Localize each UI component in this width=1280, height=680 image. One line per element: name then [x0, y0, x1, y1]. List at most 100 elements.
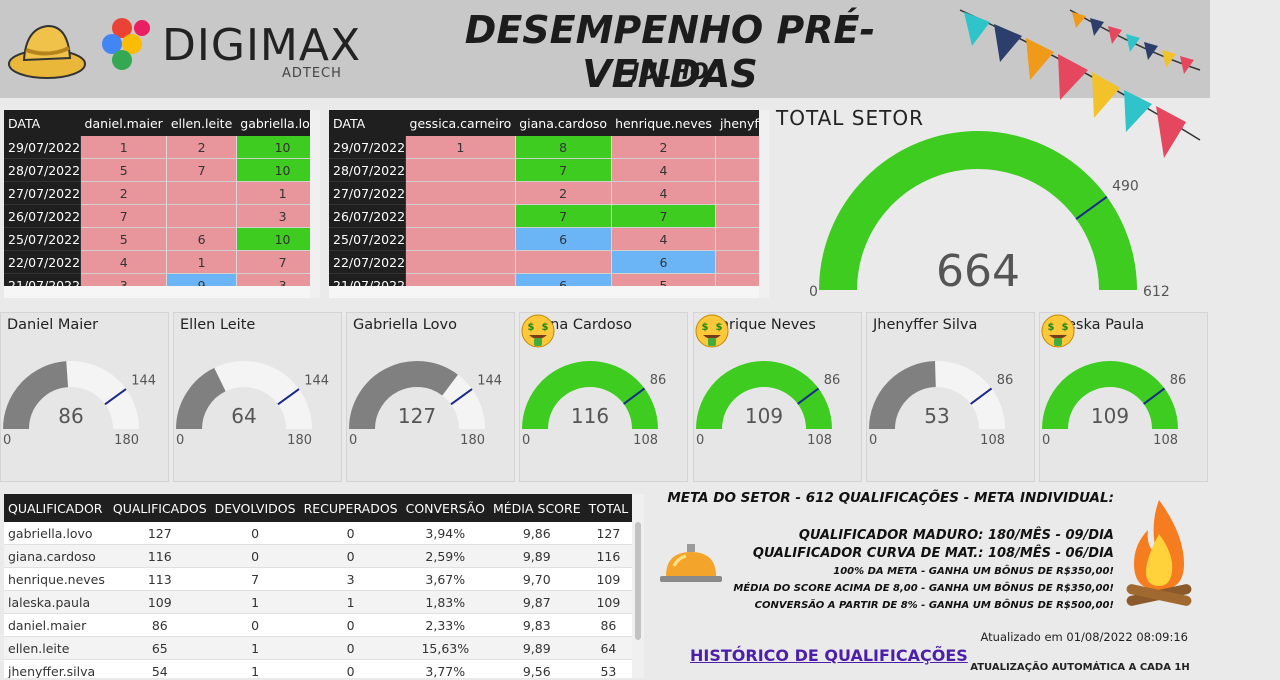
qual-header-5[interactable]: MÉDIA SCORE	[488, 494, 585, 522]
gauge-gabriella-lovo-value-label: 127	[398, 404, 436, 428]
column-header-henrique-neves[interactable]: henrique.neves	[615, 115, 712, 131]
table-cell: 5	[80, 158, 168, 182]
updated-timestamp: Atualizado em 01/08/2022 08:09:16	[980, 630, 1189, 644]
table-cell: 3	[715, 227, 769, 251]
gauge-henrique-neves-value-arc	[696, 361, 832, 430]
table-cell	[405, 250, 516, 274]
qual-header-1[interactable]: QUALIFICADOS	[108, 494, 211, 522]
qual-cell: 116	[584, 544, 633, 568]
qual-cell: 2,33%	[401, 613, 489, 637]
table-cell: 7	[80, 204, 168, 228]
table-cell	[166, 204, 237, 228]
gauge-jhenyffer-silva-value-arc	[869, 361, 937, 430]
gauge-gabriella-lovo-min-label: 0	[349, 433, 357, 448]
qual-cell: 1	[210, 659, 300, 678]
gauge-card-henrique-neves: Henrique Neves 109 0 108 86 $ $	[693, 312, 862, 482]
qual-cell: henrique.neves	[4, 567, 109, 591]
table-row: 29/07/2022 1 2 10	[4, 136, 320, 159]
table-cell: 2	[166, 136, 237, 159]
daily-table-1-grid: DATA daniel.maier ellen.leite gabriella.lov…	[4, 110, 320, 297]
table-row: 22/07/2022 4 1 7	[4, 250, 320, 274]
gauge-henrique-neves-min-label: 0	[696, 433, 704, 448]
column-header-gabriella-lovo[interactable]: gabriella.lovo	[240, 115, 320, 131]
gauge-daniel-maier-max-label: 180	[114, 433, 139, 448]
total-title: TOTAL SETOR	[776, 106, 924, 130]
gauge-giana-cardoso-max-label: 108	[633, 433, 658, 448]
svg-text:$: $	[528, 322, 535, 333]
gauge-henrique-neves-target-line	[797, 387, 820, 405]
table-cell: 2	[611, 136, 717, 159]
qual-cell: 127	[584, 522, 633, 545]
history-link[interactable]: HISTÓRICO DE QUALIFICAÇÕES	[690, 646, 968, 665]
daily-table-1: DATA daniel.maier ellen.leite gabriella.lov…	[4, 110, 320, 298]
gauge-giana-cardoso: 116 0 108 86	[522, 361, 666, 448]
qual-header-6[interactable]: TOTAL	[584, 494, 633, 522]
gauge-laleska-paula-target-line	[1143, 387, 1166, 405]
table-cell	[405, 158, 516, 182]
column-header-jhenyffer-silva[interactable]: jhenyffer.silva	[719, 115, 769, 131]
table-row: 25/07/2022 5 6 10	[4, 227, 320, 251]
table-cell: 1	[166, 250, 237, 274]
table-1-scrollbar[interactable]	[310, 110, 320, 298]
qual-cell: 0	[299, 613, 402, 637]
table-cell: 2	[515, 181, 612, 205]
money-face-emoji-icon: $ $	[1041, 314, 1075, 348]
table-cell: 8	[515, 136, 612, 159]
qual-cell: 9,86	[488, 522, 585, 545]
gauge-jhenyffer-silva: 53 0 108 86	[869, 361, 1013, 448]
qual-cell: 15,63%	[401, 636, 489, 660]
gauge-card-name: Gabriella Lovo	[353, 317, 457, 333]
column-header-daniel-maier[interactable]: daniel.maier	[84, 115, 163, 131]
table-2-scrollbar[interactable]	[759, 110, 769, 298]
column-header-ellen-leite[interactable]: ellen.leite	[170, 115, 233, 131]
qual-cell: 0	[299, 544, 402, 568]
straw-hat-icon	[8, 24, 86, 79]
table-row: jhenyffer.silva 54 1 0 3,77% 9,56 53	[4, 659, 633, 678]
qual-cell: 54	[108, 659, 211, 678]
table-row: laleska.paula 109 1 1 1,83% 9,87 109	[4, 590, 633, 614]
qual-cell: 109	[108, 590, 211, 614]
table-2-hscrollbar[interactable]	[329, 286, 759, 298]
table-cell	[405, 227, 516, 251]
qual-header-0[interactable]: QUALIFICADOR	[4, 494, 109, 522]
qual-cell: 65	[108, 636, 211, 660]
column-header-date[interactable]: DATA	[8, 115, 41, 131]
qual-cell: 1,83%	[401, 590, 489, 614]
money-face-emoji-icon: $ $	[521, 314, 555, 348]
table-1-hscrollbar[interactable]	[4, 286, 310, 298]
qual-header-3[interactable]: RECUPERADOS	[299, 494, 402, 522]
table-cell: 1	[236, 181, 320, 205]
qualifiers-scrollbar[interactable]	[632, 494, 644, 678]
qual-cell: daniel.maier	[4, 613, 109, 637]
column-header-giana-cardoso[interactable]: giana.cardoso	[519, 115, 608, 131]
table-cell: 4	[611, 227, 717, 251]
column-header-gessica-carneiro[interactable]: gessica.carneiro	[409, 115, 512, 131]
table-row: 28/07/2022743	[329, 158, 769, 182]
qualifiers-scroll-thumb[interactable]	[635, 522, 641, 640]
campfire-icon	[1126, 500, 1192, 606]
service-bell-icon	[660, 544, 722, 582]
gauge-laleska-paula-value-arc	[1042, 361, 1178, 430]
meta-line-1: META DO SETOR - 612 QUALIFICAÇÕES - META…	[667, 490, 1114, 506]
gauge-giana-cardoso-target-line	[623, 387, 646, 405]
gauge-giana-cardoso-value-label: 116	[571, 404, 609, 428]
digimax-logo-icon	[102, 18, 150, 70]
total-value-arc	[819, 131, 1137, 291]
gauge-ellen-leite-max-label: 180	[287, 433, 312, 448]
gauge-henrique-neves-target-label: 86	[824, 373, 841, 388]
gauge-gabriella-lovo-max-label: 180	[460, 433, 485, 448]
daily-table-2-grid: DATA gessica.carneiro giana.cardoso henriqu…	[329, 110, 769, 297]
qual-cell: 109	[584, 567, 633, 591]
gauge-henrique-neves-value-label: 109	[745, 404, 783, 428]
gauge-laleska-paula-target-label: 86	[1170, 373, 1187, 388]
qual-cell: 64	[584, 636, 633, 660]
column-header-date[interactable]: DATA	[333, 115, 366, 131]
table-row: 28/07/2022 5 7 10	[4, 158, 320, 182]
qual-header-4[interactable]: CONVERSÃO	[401, 494, 489, 522]
row-date: 22/07/2022	[329, 250, 407, 274]
qual-header-2[interactable]: DEVOLVIDOS	[210, 494, 300, 522]
gauge-card-daniel-maier: Daniel Maier 86 0 180 144	[0, 312, 169, 482]
row-date: 29/07/2022	[4, 136, 82, 159]
row-date: 28/07/2022	[329, 158, 407, 182]
gauge-jhenyffer-silva-target-line	[970, 387, 993, 405]
